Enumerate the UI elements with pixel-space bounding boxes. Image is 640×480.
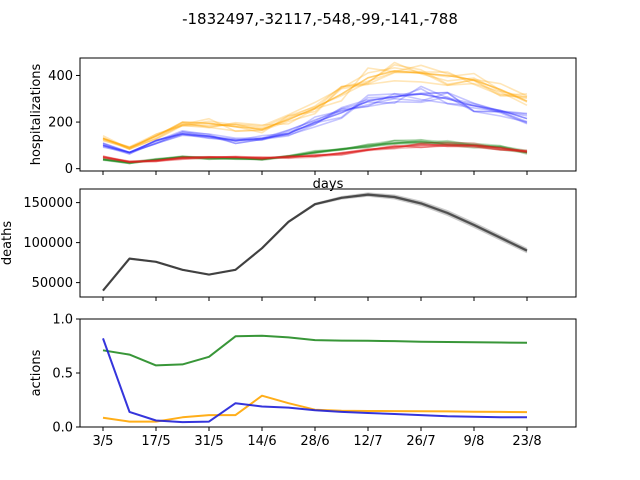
y-axis-label: deaths <box>0 221 15 266</box>
series-line-1-run-4 <box>102 61 528 150</box>
x-tick-label: 17/5 <box>141 434 170 449</box>
series-line-1-run-5 <box>102 71 528 151</box>
series-line-2-run-6 <box>102 92 528 154</box>
x-tick-label: 3/5 <box>93 434 114 449</box>
x-tick-label: 26/7 <box>406 434 435 449</box>
x-tick-label: 31/5 <box>194 434 223 449</box>
series-line-1-run-5 <box>102 192 528 292</box>
series-line-1-run-3 <box>102 71 528 149</box>
series-line-2-run-4 <box>102 91 528 155</box>
series-line-3 <box>102 338 527 424</box>
series-line-1-run-3 <box>102 194 528 292</box>
series-line-4-run-3 <box>102 143 528 163</box>
series-line-1-run-1 <box>102 70 528 149</box>
series-line-2-run-5 <box>102 85 528 154</box>
series-line-2-run-7 <box>102 87 528 154</box>
series-line-4-run-8 <box>102 144 528 163</box>
y-tick-label: 150000 <box>23 196 73 211</box>
panel-1: 0 200 400 hospitalizations days <box>29 57 577 192</box>
series-line-4-run-5 <box>102 141 528 163</box>
series-line-1-run-2 <box>102 195 528 292</box>
series-line-4-run-6 <box>102 143 528 162</box>
series-line-1-run-6 <box>102 67 528 150</box>
x-tick-label: 14/6 <box>247 434 276 449</box>
series-line-4-run-7 <box>102 142 528 163</box>
series-line-3-run-7 <box>102 138 528 165</box>
series-line-2-run-3 <box>102 92 528 154</box>
series-line-1-run-1 <box>102 193 528 292</box>
series-line-4-run-2 <box>102 145 528 164</box>
series-line-1-run-4 <box>102 193 528 292</box>
x-axis-label: days <box>313 177 344 192</box>
series-line-4-run-1 <box>102 143 528 163</box>
plot-frame <box>79 188 577 298</box>
y-tick-label: 1.0 <box>52 313 73 328</box>
y-tick-label: 400 <box>48 69 73 84</box>
series-line-3-run-2 <box>102 141 528 165</box>
y-tick-label: 50000 <box>32 276 73 291</box>
plot-frame <box>79 57 577 172</box>
series-line-2-run-1 <box>102 93 528 154</box>
y-tick-label: 0.5 <box>52 367 73 382</box>
panel-2: 50000 100000 150000 deaths <box>0 188 577 301</box>
y-axis-label: actions <box>29 349 44 396</box>
series-line-4-run-4 <box>102 144 528 164</box>
panel-3: 0.0 0.5 1.0 3/5 17/5 31/5 14/6 28/6 12/7 26/7 9/8 2… <box>29 313 577 449</box>
series-line-2 <box>102 394 528 423</box>
chart-panels: 0 200 400 hospitalizations days 50000 100000 15… <box>0 57 577 449</box>
x-tick-label: 9/8 <box>464 434 485 449</box>
series-line-1 <box>102 334 528 367</box>
x-tick-label: 28/6 <box>300 434 329 449</box>
figure-title: -1832497,-32117,-548,-99,-141,-788 <box>182 10 458 28</box>
y-tick-label: 100000 <box>23 236 73 251</box>
series-line-2-run-8 <box>102 91 528 155</box>
x-tick-label: 12/7 <box>353 434 382 449</box>
series-line-1-run-8 <box>102 78 528 150</box>
y-tick-label: 0.0 <box>52 421 73 436</box>
series-line-1-run-2 <box>102 64 528 149</box>
series-line-3-run-4 <box>102 139 528 164</box>
series-line-2-run-2 <box>102 96 528 154</box>
x-tick-label: 23/8 <box>512 434 541 449</box>
series-line-1-run-7 <box>102 64 528 148</box>
y-tick-label: 200 <box>48 116 73 131</box>
y-axis-label: hospitalizations <box>29 63 44 165</box>
y-tick-label: 0 <box>65 162 73 177</box>
